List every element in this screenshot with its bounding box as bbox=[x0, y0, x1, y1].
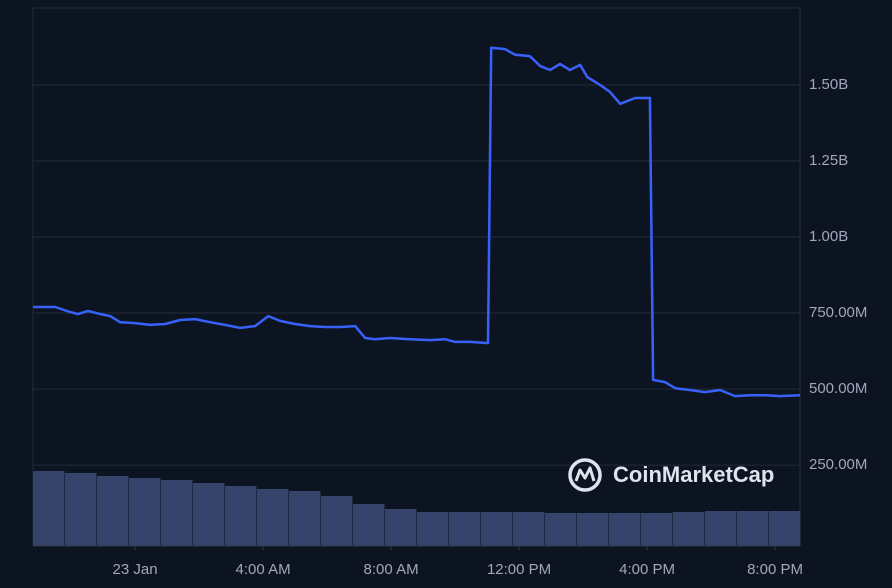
y-tick-label: 1.00B bbox=[809, 228, 848, 245]
volume-bar bbox=[129, 478, 161, 546]
y-tick-label: 1.25B bbox=[809, 152, 848, 169]
volume-bar bbox=[321, 496, 353, 546]
volume-bar bbox=[353, 504, 385, 546]
volume-bar bbox=[193, 483, 225, 546]
price-line bbox=[33, 46, 801, 398]
y-tick-label: 750.00M bbox=[809, 304, 867, 321]
x-tick-label: 4:00 AM bbox=[236, 561, 291, 578]
volume-bar bbox=[544, 513, 577, 546]
volume-bar bbox=[416, 512, 449, 546]
volume-bar bbox=[512, 512, 545, 546]
volume-bar bbox=[161, 480, 193, 546]
x-tick-label: 23 Jan bbox=[113, 561, 158, 578]
y-tick-label: 500.00M bbox=[809, 380, 867, 397]
watermark-logo bbox=[568, 458, 602, 492]
volume-bar bbox=[704, 511, 737, 546]
volume-bar bbox=[289, 491, 321, 546]
watermark: CoinMarketCap bbox=[613, 462, 774, 487]
volume-bar bbox=[640, 513, 673, 546]
volume-bar bbox=[736, 511, 769, 546]
y-tick-label: 250.00M bbox=[809, 456, 867, 473]
volume-bar bbox=[385, 509, 417, 546]
volume-bar bbox=[608, 513, 641, 546]
volume-bar bbox=[33, 471, 65, 546]
y-tick-label: 1.50B bbox=[809, 76, 848, 93]
volume-bar bbox=[225, 486, 257, 546]
plot: 250.00M 500.00M 750.00M 1.00B 1.25B 1.50B 23 J… bbox=[33, 46, 867, 578]
volume-bar bbox=[448, 512, 481, 546]
volume-bar bbox=[97, 476, 129, 546]
x-tick-label: 4:00 PM bbox=[619, 561, 675, 578]
x-tick-label: 8:00 PM bbox=[747, 561, 803, 578]
volume-bar bbox=[576, 513, 609, 546]
volume-bar bbox=[672, 512, 705, 546]
volume-bar bbox=[480, 512, 513, 546]
volume-bar bbox=[257, 489, 289, 546]
volume-bar bbox=[768, 511, 801, 546]
volume-bar bbox=[65, 473, 97, 546]
x-tick-label: 12:00 PM bbox=[487, 561, 551, 578]
x-tick-label: 8:00 AM bbox=[364, 561, 419, 578]
